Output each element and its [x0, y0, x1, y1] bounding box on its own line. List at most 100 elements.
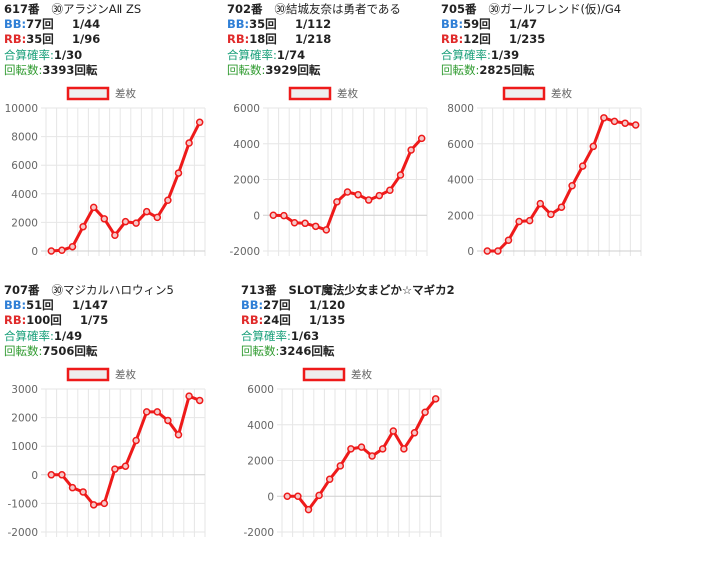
y-tick-label: 8000: [447, 103, 474, 115]
data-point: [164, 416, 172, 425]
gassan-label: 合算確率:: [4, 47, 54, 62]
data-point: [174, 169, 183, 177]
data-point: [294, 492, 302, 500]
chart-702: 差枚 -2000 0 2000 4000 6000: [229, 86, 428, 258]
legend-label: 差枚: [337, 87, 358, 100]
bb-count: 59回: [463, 17, 491, 32]
data-point: [111, 465, 119, 473]
bb-label: BB:: [4, 17, 27, 32]
chart-617: 差枚 0 2000 4000 6000 8000 10000: [5, 86, 206, 258]
data-point: [400, 445, 408, 453]
gassan-probability: 1/49: [53, 328, 83, 343]
data-point: [417, 134, 426, 143]
data-point: [600, 114, 608, 122]
machine-number: 713番: [241, 283, 277, 297]
data-point: [153, 213, 162, 222]
y-tick-label: 6000: [233, 103, 260, 115]
rb-label: RB:: [241, 313, 264, 328]
bb-probability: 1/44: [71, 17, 101, 32]
data-point: [504, 236, 513, 245]
y-tick-label: 4000: [247, 420, 274, 432]
rb-count: 18回: [249, 32, 277, 47]
kaiten-label: 回転数:: [441, 62, 480, 77]
kaiten-label: 回転数:: [241, 343, 280, 358]
machine-name: ㉚結城友奈は勇者である: [274, 2, 401, 16]
data-point: [386, 186, 394, 194]
data-point: [631, 121, 640, 129]
kaiten-count: 3246回転: [279, 343, 335, 358]
data-point: [343, 188, 352, 196]
machine-name: ㉚ガールフレンド(仮)/G4: [488, 2, 622, 16]
gassan-probability: 1/39: [490, 47, 520, 62]
legend-label: 差枚: [115, 368, 136, 381]
gassan-label: 合算確率:: [4, 328, 54, 343]
data-point: [375, 191, 384, 200]
y-tick-label: -1000: [7, 498, 38, 510]
data-point: [494, 247, 502, 255]
data-point: [357, 443, 366, 451]
machine-info: 617番 ㉚アラジンAⅡ ZS BB:77回 1/44 RB:35回 1/96 …: [4, 2, 214, 78]
data-point: [195, 118, 204, 127]
data-point: [325, 475, 334, 484]
y-tick-label: 10000: [5, 103, 38, 115]
y-tick-label: -2000: [229, 246, 260, 258]
data-point: [174, 431, 183, 439]
bb-count: 35回: [249, 17, 277, 32]
machine-number: 617番: [4, 2, 40, 16]
data-point: [536, 199, 545, 208]
y-tick-label: 2000: [233, 175, 260, 187]
data-point: [396, 171, 405, 179]
data-point: [515, 217, 523, 226]
kaiten-label: 回転数:: [227, 62, 266, 77]
data-point: [431, 395, 440, 403]
rb-count: 100回: [26, 313, 62, 328]
data-point: [304, 505, 313, 514]
machine-number: 707番: [4, 283, 40, 297]
rb-label: RB:: [4, 313, 27, 328]
gassan-probability: 1/74: [276, 47, 306, 62]
y-tick-label: 0: [467, 246, 474, 258]
kaiten-count: 7506回転: [42, 343, 98, 358]
legend: 差枚: [288, 86, 358, 101]
y-tick-label: 4000: [233, 139, 260, 151]
machine-info: 702番 ㉚結城友奈は勇者である BB:35回 1/112 RB:18回 1/2…: [227, 2, 437, 78]
chart-705: 差枚 0 2000 4000 6000 8000: [447, 86, 642, 258]
data-point: [568, 182, 576, 190]
y-tick-label: -2000: [243, 527, 274, 539]
kaiten-count: 3929回転: [265, 62, 321, 77]
y-tick-label: 6000: [447, 139, 474, 151]
legend-label: 差枚: [351, 368, 372, 381]
data-point: [47, 471, 56, 479]
data-point: [121, 462, 130, 470]
y-tick-label: 2000: [11, 413, 38, 425]
legend-label: 差枚: [115, 87, 136, 100]
gassan-probability: 1/63: [290, 328, 320, 343]
series-line: [287, 397, 437, 512]
bb-probability: 1/47: [508, 17, 538, 32]
data-point: [79, 222, 87, 231]
data-point: [483, 247, 492, 255]
bb-count: 27回: [263, 298, 291, 313]
legend: 差枚: [66, 367, 136, 382]
rb-probability: 1/235: [509, 32, 546, 47]
y-tick-label: 0: [267, 491, 274, 503]
data-point: [407, 146, 415, 154]
y-tick-label: 0: [253, 210, 260, 222]
rb-label: RB:: [441, 32, 464, 47]
rb-probability: 1/218: [295, 32, 332, 47]
y-tick-label: 8000: [11, 132, 38, 144]
rb-label: RB:: [4, 32, 27, 47]
data-point: [290, 219, 299, 227]
series-line: [487, 116, 636, 253]
data-point: [100, 499, 109, 508]
chart-707: 差枚 -2000 -1000 0 1000 2000 3000: [7, 367, 206, 539]
machine-panel-705: 705番 ㉚ガールフレンド(仮)/G4 BB:59回 1/47 RB:12回 1…: [441, 2, 651, 78]
y-tick-label: 0: [31, 470, 38, 482]
data-point: [301, 219, 309, 228]
y-tick-label: 2000: [447, 210, 474, 222]
data-point: [333, 198, 341, 206]
data-point: [142, 408, 151, 416]
legend: 差枚: [502, 86, 572, 101]
machine-info: 713番 SLOT魔法少女まどか☆マギカ2 BB:27回 1/120 RB:24…: [241, 283, 455, 359]
legend-swatch: [66, 86, 110, 101]
